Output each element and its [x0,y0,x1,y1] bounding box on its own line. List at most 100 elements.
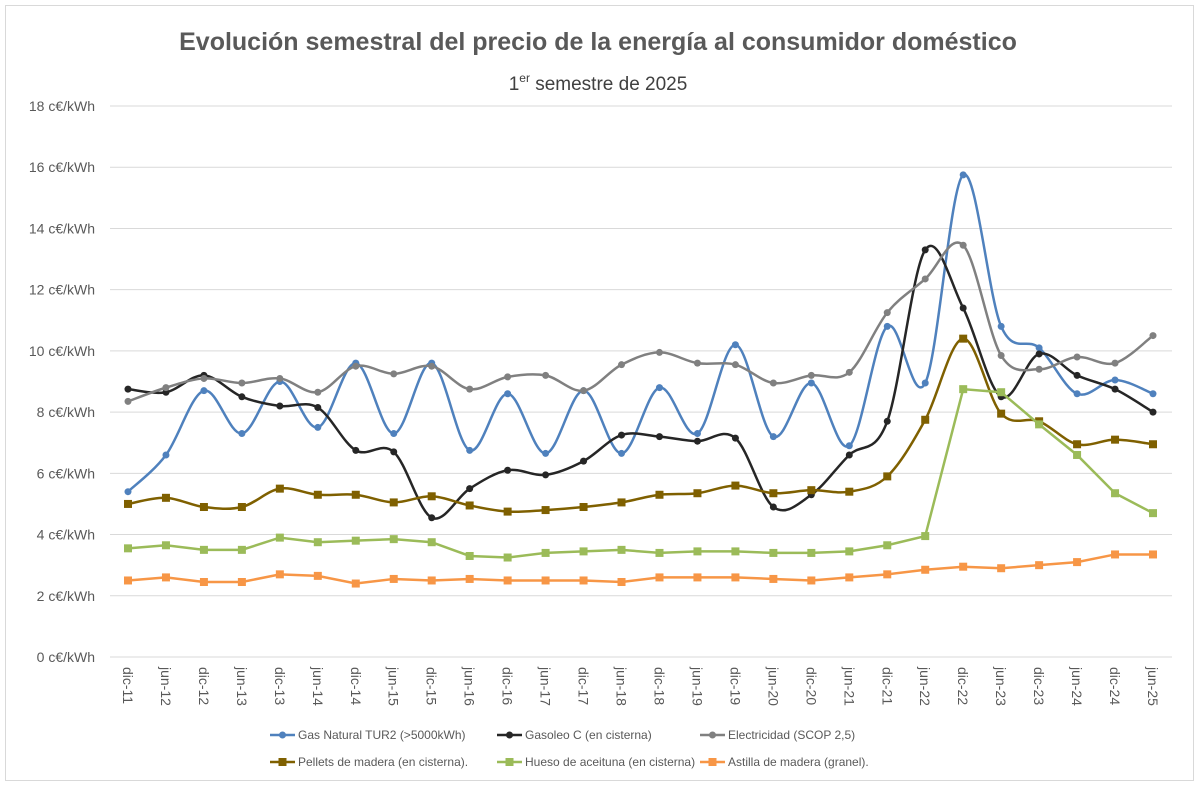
data-point [200,374,208,382]
legend-marker [709,731,716,739]
data-point [427,492,436,501]
x-tick-label: dic-16 [500,667,516,705]
data-point [275,570,284,579]
y-tick-label: 4 c€/kWh [37,527,95,543]
data-point [427,576,436,585]
data-point [579,503,588,512]
legend-label: Gas Natural TUR2 (>5000kWh) [298,728,466,742]
legend-label: Pellets de madera (en cisterna). [298,755,468,769]
data-point [275,533,284,542]
data-point [390,370,398,378]
data-point [124,385,132,393]
data-point [807,371,815,379]
data-point [503,553,512,562]
y-tick-label: 16 c€/kWh [29,159,95,175]
data-point [769,379,777,387]
data-point [921,415,930,424]
data-point [845,573,854,582]
data-point [579,576,588,585]
series-line [127,173,1154,493]
data-point [921,532,930,541]
data-point [655,573,664,582]
data-point [503,507,512,516]
data-point [731,481,740,490]
chart-title: Evolución semestral del precio de la ene… [179,28,1017,56]
data-point [428,362,436,370]
data-point [352,362,360,370]
y-tick-label: 14 c€/kWh [29,220,95,236]
y-tick-label: 10 c€/kWh [29,343,95,359]
data-point [1035,350,1043,358]
data-point [731,547,740,556]
data-point [807,379,815,387]
x-tick-label: dic-20 [803,667,819,705]
data-point [275,484,284,493]
x-tick-label: dic-22 [955,667,971,705]
x-tick-label: jun-25 [1145,666,1161,706]
x-tick-label: dic-23 [1031,667,1047,705]
y-tick-label: 2 c€/kWh [37,588,95,604]
data-point [313,490,322,499]
data-point [731,434,739,442]
legend-label: Electricidad (SCOP 2,5) [728,728,855,742]
data-point [389,574,398,583]
data-point [580,387,588,395]
data-point [618,431,626,439]
data-point [1073,371,1081,379]
data-point [276,374,284,382]
data-point [655,433,663,441]
subtitle-prefix: 1 [509,74,520,95]
data-point [1073,558,1082,567]
data-point [466,385,474,393]
data-point [921,379,929,387]
data-point [238,379,246,387]
x-tick-label: dic-14 [348,667,364,705]
data-point [959,241,967,249]
data-point [1073,390,1081,398]
data-point [542,471,550,479]
data-point [1073,440,1082,449]
data-point [617,498,626,507]
x-tick-label: dic-11 [120,667,136,704]
data-point [1149,550,1157,559]
data-point [959,171,967,179]
x-tick-label: dic-15 [424,667,440,705]
data-point [997,409,1006,418]
data-point [579,547,588,556]
x-tick-label: jun-19 [689,666,705,706]
data-point [883,417,891,425]
data-point [921,246,929,254]
y-tick-label: 8 c€/kWh [37,404,95,420]
x-tick-label: jun-13 [234,666,250,706]
data-point [541,506,550,515]
legend-label: Hueso de aceituna (en cisterna) [525,755,695,769]
data-point [390,448,398,456]
data-point [807,486,816,495]
data-point [883,472,892,481]
data-point [731,341,739,349]
x-tick-label: jun-15 [386,666,402,706]
chart-frame [5,5,1194,781]
series-line [127,241,1154,403]
data-point [351,536,360,545]
data-point [542,371,550,379]
data-point [731,573,740,582]
data-point [1111,376,1119,384]
data-point [618,361,626,369]
data-point [921,565,930,574]
data-point [997,564,1006,573]
data-point [199,545,208,554]
data-point [541,576,550,585]
x-tick-label: dic-12 [196,667,212,705]
data-point [200,387,208,395]
data-point [959,562,968,571]
data-point [238,393,246,401]
chart-subtitle: 1er semestre de 2025 [509,71,688,95]
legend-marker [505,758,514,766]
data-point [1035,344,1043,352]
series-line [127,553,1153,585]
data-point [1111,489,1120,498]
data-point [199,578,208,587]
data-point [199,503,208,512]
